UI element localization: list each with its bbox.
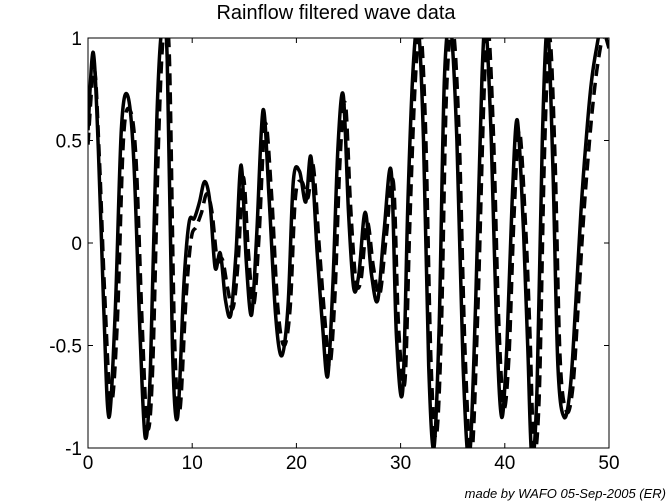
x-tick-label: 10 xyxy=(182,453,203,474)
solid-series-line xyxy=(88,38,609,448)
x-tick: 40 xyxy=(494,38,515,474)
dashed-series-line xyxy=(88,38,609,448)
chart-title: Rainflow filtered wave data xyxy=(216,2,456,24)
y-tick: 0 xyxy=(71,234,609,255)
y-tick-label: -1 xyxy=(65,439,82,460)
series-layer xyxy=(88,38,609,448)
y-tick-label: -0.5 xyxy=(49,337,82,358)
y-tick: -1 xyxy=(65,439,609,460)
y-tick: 1 xyxy=(71,29,609,50)
x-tick: 10 xyxy=(182,38,203,474)
y-tick: -0.5 xyxy=(49,337,609,358)
x-tick-label: 40 xyxy=(494,453,515,474)
x-tick-label: 0 xyxy=(83,453,94,474)
x-tick-label: 50 xyxy=(598,453,619,474)
y-tick: 0.5 xyxy=(56,132,609,153)
x-tick: 0 xyxy=(83,38,94,474)
x-tick-label: 30 xyxy=(390,453,411,474)
y-tick-label: 0 xyxy=(71,234,82,255)
x-tick: 30 xyxy=(390,38,411,474)
y-axis: -1 -0.5 0 0.5 1 xyxy=(49,29,609,460)
y-tick-label: 0.5 xyxy=(56,132,82,153)
x-tick: 20 xyxy=(286,38,307,474)
x-tick-label: 20 xyxy=(286,453,307,474)
y-tick-label: 1 xyxy=(71,29,82,50)
x-axis: 0 10 20 30 40 50 xyxy=(83,38,620,474)
credit-text: made by WAFO 05-Sep-2005 (ER) xyxy=(464,486,666,501)
x-tick: 50 xyxy=(598,38,620,474)
